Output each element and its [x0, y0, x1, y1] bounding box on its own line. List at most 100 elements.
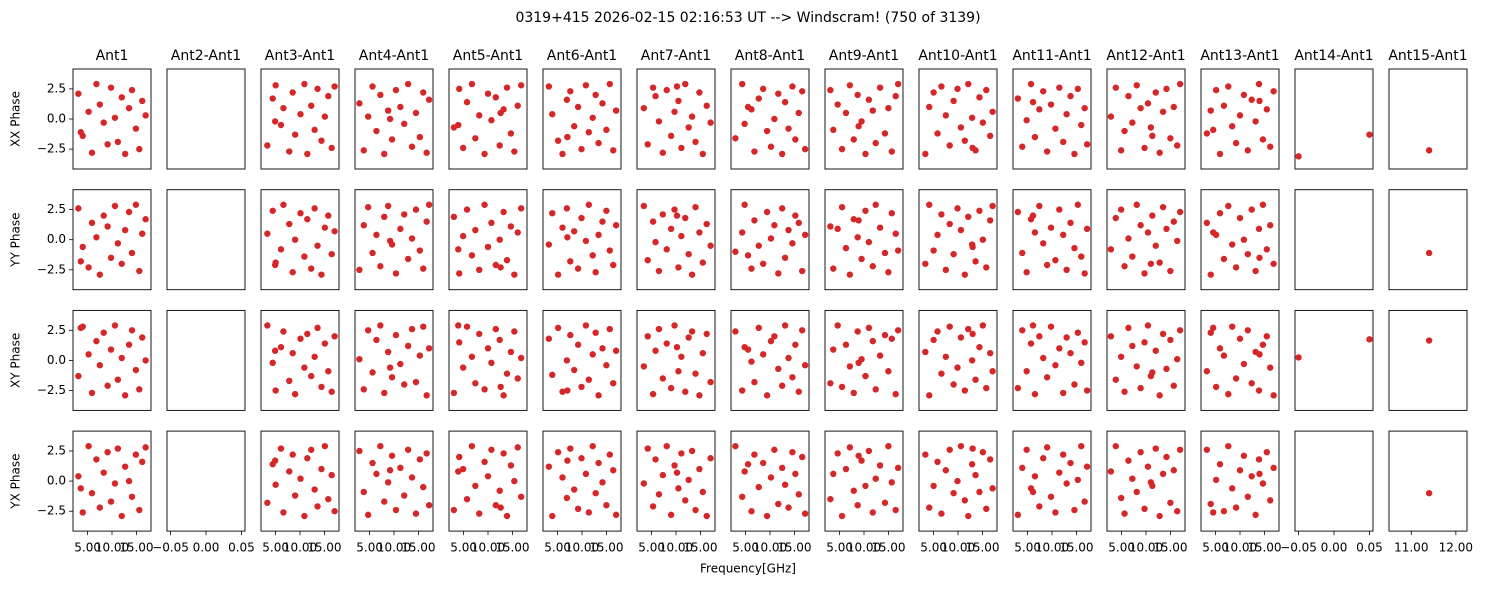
point	[121, 463, 129, 470]
point	[983, 505, 990, 513]
point	[1078, 253, 1085, 260]
point	[420, 323, 427, 330]
point	[381, 213, 388, 221]
point	[781, 481, 789, 488]
point	[397, 360, 404, 368]
point	[1259, 136, 1267, 143]
x-tick-label: 10.00	[471, 541, 505, 555]
point	[93, 80, 100, 88]
point	[321, 442, 329, 450]
point	[671, 108, 678, 115]
point	[497, 504, 504, 511]
point	[1014, 384, 1022, 392]
point	[286, 377, 293, 385]
point	[404, 446, 412, 453]
point	[1174, 508, 1181, 515]
point	[1137, 222, 1144, 229]
point	[488, 117, 495, 124]
point	[1036, 333, 1043, 340]
point	[364, 327, 372, 334]
point	[1174, 237, 1181, 245]
x-tick-label: 15.00	[1059, 541, 1093, 555]
point	[388, 452, 396, 459]
column-title: Ant3-Ant1	[265, 48, 335, 64]
point	[404, 342, 412, 350]
point	[838, 512, 846, 520]
point	[75, 372, 82, 380]
point	[136, 386, 143, 393]
point	[592, 489, 599, 497]
point	[748, 508, 755, 515]
point	[314, 503, 321, 510]
point	[1144, 463, 1152, 470]
point	[850, 487, 857, 494]
point	[277, 445, 285, 452]
point	[328, 144, 335, 152]
point	[881, 499, 889, 506]
point	[567, 445, 574, 452]
point	[328, 250, 335, 258]
point	[869, 107, 876, 114]
point	[107, 498, 115, 505]
point	[703, 330, 710, 338]
point	[455, 246, 462, 253]
point	[1125, 235, 1132, 242]
point	[1248, 473, 1255, 480]
point	[118, 260, 125, 267]
point	[125, 208, 133, 216]
point	[855, 359, 862, 367]
point	[592, 329, 599, 336]
point	[472, 482, 479, 490]
x-tick-label: 10.00	[1035, 541, 1069, 555]
point	[1029, 322, 1037, 329]
point	[675, 97, 682, 105]
point	[610, 261, 617, 269]
point	[739, 493, 746, 500]
point	[755, 242, 762, 249]
point	[862, 482, 869, 490]
point	[301, 253, 308, 260]
x-axis-label: Frequency[GHz]	[700, 562, 796, 576]
point	[950, 97, 957, 105]
column-title: Ant12-Ant1	[1106, 48, 1185, 64]
point	[778, 382, 786, 389]
point	[128, 86, 136, 94]
point	[986, 132, 994, 140]
point	[554, 137, 562, 144]
point	[865, 238, 873, 246]
axes-frame	[1106, 68, 1186, 170]
point	[850, 136, 857, 143]
point	[468, 252, 476, 259]
point	[930, 89, 937, 96]
point	[463, 323, 471, 330]
point	[989, 202, 996, 210]
point	[1170, 467, 1177, 474]
point	[732, 442, 739, 450]
point	[862, 372, 869, 380]
point	[922, 451, 929, 458]
point	[801, 231, 809, 239]
point	[930, 482, 937, 490]
point	[1244, 147, 1252, 154]
point	[595, 231, 602, 239]
point	[360, 147, 367, 154]
point	[775, 365, 782, 373]
point	[789, 448, 796, 456]
point	[125, 341, 133, 348]
axes-frame	[260, 189, 340, 291]
point	[644, 141, 651, 148]
point	[1147, 479, 1155, 486]
point	[85, 264, 92, 271]
point	[1052, 362, 1059, 369]
point	[463, 206, 471, 213]
point	[1236, 214, 1244, 222]
row-label: YY Phase	[9, 213, 23, 268]
point	[100, 119, 107, 126]
point	[549, 110, 556, 118]
point	[1031, 390, 1039, 398]
point	[1023, 368, 1030, 375]
point	[1125, 92, 1132, 100]
axes-frame	[1294, 309, 1374, 411]
axes-frame	[542, 189, 622, 291]
x-tick-label: 5.00	[920, 541, 947, 555]
